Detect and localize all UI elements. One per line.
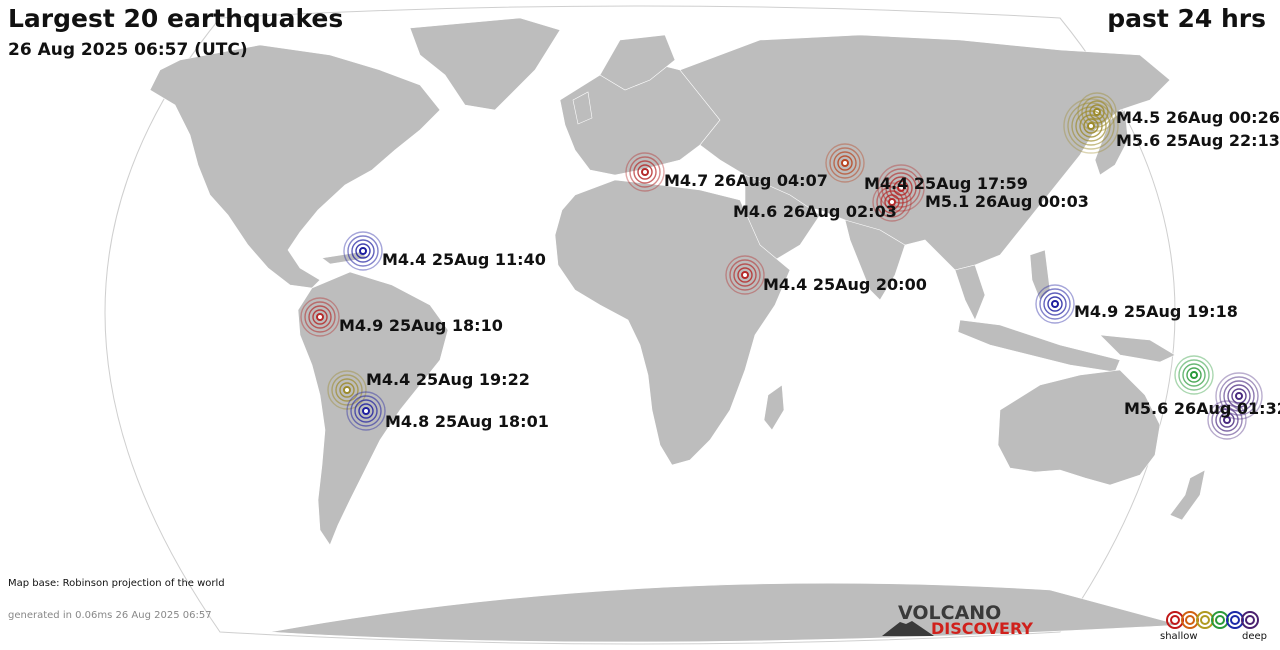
legend-depth-circle bbox=[1200, 615, 1210, 625]
legend-depth-circle bbox=[1245, 615, 1255, 625]
earthquake-marker[interactable] bbox=[343, 231, 383, 271]
earthquake-marker[interactable] bbox=[825, 143, 865, 183]
depth-legend: shallow deep bbox=[1158, 606, 1270, 646]
legend-depth-circle bbox=[1196, 611, 1214, 629]
earthquake-marker[interactable] bbox=[300, 297, 340, 337]
earthquake-marker[interactable] bbox=[1174, 355, 1214, 395]
earthquake-markers bbox=[300, 92, 1263, 440]
map-timestamp: 26 Aug 2025 06:57 (UTC) bbox=[8, 40, 248, 60]
quake-label[interactable]: M4.4 25Aug 11:40 bbox=[382, 250, 546, 269]
legend-deep-label: deep bbox=[1242, 631, 1267, 642]
legend-depth-circle bbox=[1215, 615, 1225, 625]
quake-label[interactable]: M4.4 25Aug 19:22 bbox=[366, 370, 530, 389]
earthquake-marker[interactable] bbox=[625, 152, 665, 192]
quake-label[interactable]: M4.4 25Aug 17:59 bbox=[864, 174, 1028, 193]
earthquake-marker[interactable] bbox=[327, 370, 367, 410]
quake-label[interactable]: M4.8 25Aug 18:01 bbox=[385, 412, 549, 431]
legend-depth-circle bbox=[1185, 615, 1195, 625]
time-period: past 24 hrs bbox=[1107, 4, 1266, 33]
quake-label[interactable]: M4.6 26Aug 02:03 bbox=[733, 202, 897, 221]
volcano-icon bbox=[882, 621, 934, 636]
legend-depth-circle bbox=[1170, 615, 1180, 625]
earthquake-marker[interactable] bbox=[872, 182, 912, 222]
earthquake-marker[interactable] bbox=[725, 255, 765, 295]
earthquake-marker[interactable] bbox=[1215, 372, 1263, 420]
quake-label[interactable]: M5.6 25Aug 22:13 bbox=[1116, 131, 1280, 150]
quake-label[interactable]: M5.1 26Aug 00:03 bbox=[925, 192, 1089, 211]
map-title: Largest 20 earthquakes bbox=[8, 4, 344, 33]
quake-label[interactable]: M4.4 25Aug 20:00 bbox=[763, 275, 927, 294]
legend-depth-circle bbox=[1166, 611, 1184, 629]
logo-text-volcano: VOLCANO bbox=[898, 602, 1002, 624]
quake-label[interactable]: M4.9 25Aug 19:18 bbox=[1074, 302, 1238, 321]
landmasses bbox=[149, 17, 1206, 643]
legend-depth-circle bbox=[1230, 615, 1240, 625]
generated-note: generated in 0.06ms 26 Aug 2025 06:57 bbox=[8, 610, 212, 621]
legend-depth-circle bbox=[1211, 611, 1229, 629]
earthquake-marker[interactable] bbox=[1035, 284, 1075, 324]
earthquake-marker[interactable] bbox=[346, 391, 386, 431]
quake-label[interactable]: M4.7 26Aug 04:07 bbox=[664, 171, 828, 190]
depth-legend-circles bbox=[1166, 611, 1259, 629]
legend-depth-circle bbox=[1226, 611, 1244, 629]
earthquake-marker[interactable] bbox=[1063, 98, 1119, 154]
logo-text-discovery: DISCOVERY bbox=[931, 619, 1034, 638]
earthquake-marker[interactable] bbox=[1207, 400, 1247, 440]
volcano-discovery-logo[interactable]: VOLCANO DISCOVERY bbox=[880, 602, 1040, 640]
legend-depth-circle bbox=[1241, 611, 1259, 629]
quake-label[interactable]: M5.6 26Aug 01:32 bbox=[1124, 399, 1280, 418]
legend-depth-circle bbox=[1181, 611, 1199, 629]
map-base-note: Map base: Robinson projection of the wor… bbox=[8, 578, 225, 589]
quake-label[interactable]: M4.9 25Aug 18:10 bbox=[339, 316, 503, 335]
legend-shallow-label: shallow bbox=[1160, 631, 1198, 642]
quake-label[interactable]: M4.5 26Aug 00:26 bbox=[1116, 108, 1280, 127]
